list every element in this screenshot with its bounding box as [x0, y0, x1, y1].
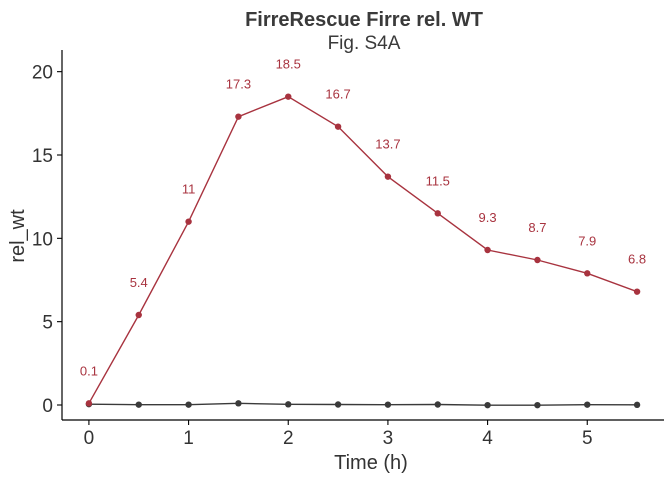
- x-tick-label: 1: [183, 428, 194, 449]
- data-point: [633, 288, 641, 295]
- data-label: 5.4: [130, 275, 148, 290]
- plot-area: 0.1 5.4 11 17.3 18.5 16.7 13.7 11.5 9.3 8.7 7.9 6.8: [80, 57, 646, 409]
- data-point: [135, 401, 142, 408]
- series-line-1: [88, 402, 638, 406]
- data-point: [434, 401, 441, 408]
- data-label-layer: 0.1 5.4 11 17.3 18.5 16.7 13.7 11.5 9.3 8.7 7.9 6.8: [80, 57, 646, 379]
- data-point: [384, 173, 392, 180]
- data-label: 8.7: [528, 220, 546, 235]
- data-label: 9.3: [479, 210, 497, 225]
- data-point: [334, 401, 342, 408]
- data-point: [434, 210, 441, 217]
- data-label: 13.7: [375, 137, 400, 152]
- data-point: [285, 93, 292, 100]
- data-point: [285, 401, 292, 408]
- x-tick-label: 0: [84, 428, 95, 449]
- data-label: 11.5: [426, 173, 450, 188]
- y-axis-ticks: 0 5 10 15 20: [32, 63, 62, 417]
- data-point: [534, 256, 541, 264]
- data-label: 16.7: [325, 87, 350, 102]
- data-label: 18.5: [276, 57, 301, 72]
- data-label: 7.9: [578, 233, 596, 248]
- series-line-0: [88, 95, 638, 404]
- y-tick-label: 15: [32, 146, 53, 167]
- series-layer: [85, 93, 641, 409]
- data-point: [484, 401, 491, 409]
- data-label: 0.1: [80, 363, 98, 378]
- x-axis-title: Time (h): [334, 452, 408, 474]
- data-point: [584, 401, 591, 408]
- data-point: [235, 113, 242, 120]
- x-tick-label: 5: [582, 428, 593, 449]
- data-point: [334, 123, 342, 130]
- data-point: [185, 218, 192, 225]
- y-axis-title: rel_wt: [7, 209, 29, 263]
- chart-subtitle: Fig. S4A: [328, 33, 401, 54]
- data-label: 11: [182, 182, 196, 197]
- data-label: 6.8: [628, 252, 646, 267]
- x-tick-label: 2: [283, 428, 294, 449]
- y-tick-label: 0: [42, 396, 53, 417]
- data-point: [384, 401, 392, 408]
- data-point: [633, 401, 641, 409]
- data-label: 17.3: [226, 77, 251, 92]
- data-point: [85, 400, 93, 407]
- chart-title: FirreRescue Firre rel. WT: [245, 9, 483, 31]
- x-tick-label: 4: [482, 428, 493, 449]
- data-point: [185, 401, 192, 408]
- y-tick-label: 10: [32, 229, 53, 250]
- data-point: [584, 270, 591, 277]
- y-tick-label: 5: [42, 313, 53, 334]
- data-point: [534, 401, 541, 409]
- data-point: [135, 311, 142, 319]
- y-tick-label: 20: [32, 63, 53, 84]
- x-axis-ticks: 0 1 2 3 4 5: [84, 420, 593, 449]
- data-point: [235, 400, 242, 407]
- x-tick-label: 3: [383, 428, 394, 449]
- data-point: [484, 246, 491, 254]
